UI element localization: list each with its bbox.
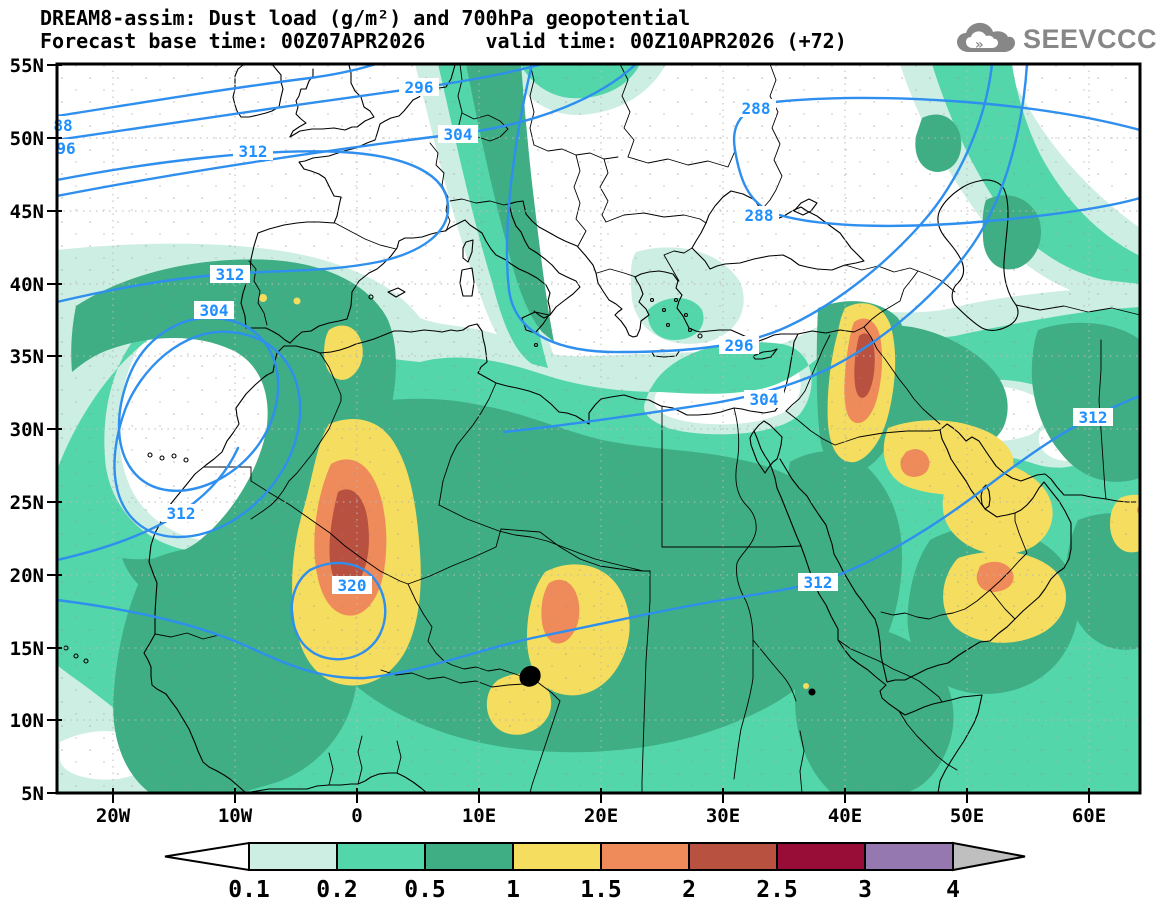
colorbar-swatch [776, 842, 866, 871]
cloud-logo-icon: » [956, 22, 1015, 53]
contour-label: 96 [52, 139, 80, 158]
lon-label: 40E [828, 805, 862, 827]
colorbar-swatch [600, 842, 690, 871]
colorbar-tick: 2.5 [756, 877, 798, 903]
colorbar-swatch [424, 842, 514, 871]
colorbar-tick-labels: 0.1 0.2 0.5 1 1.5 2 2.5 3 4 [228, 877, 960, 903]
svg-text:288: 288 [745, 206, 774, 225]
lat-label: 40N [10, 274, 44, 296]
lon-label: 30E [706, 805, 740, 827]
contour-288-blacksea [732, 96, 1140, 228]
svg-text:96: 96 [56, 139, 75, 158]
lon-label: 10W [218, 805, 253, 827]
logo-text: SEEVCCC [1022, 23, 1157, 54]
contour-label: 312 [1073, 408, 1113, 427]
contour-label: 312 [161, 504, 201, 523]
svg-text:304: 304 [200, 301, 229, 320]
contour-304-mediterranean [502, 64, 1029, 434]
lon-label: 0 [351, 805, 362, 827]
svg-text:296: 296 [405, 78, 434, 97]
contour-label: 312 [798, 573, 838, 592]
lon-label: 50E [950, 805, 984, 827]
lon-label: 20W [96, 805, 131, 827]
colorbar-under-arrow [164, 841, 250, 872]
contour-label: 320 [332, 576, 372, 595]
contour-label: 296 [399, 78, 439, 97]
colorbar-tick: 1 [506, 877, 520, 903]
contour-312-africa [57, 394, 1140, 680]
lat-label: 20N [10, 565, 44, 587]
svg-text:312: 312 [216, 265, 245, 284]
colorbar-tick: 4 [946, 877, 960, 903]
lat-axis-labels: 55N 50N 45N 40N 35N 30N 25N 20N 15N 10N … [10, 55, 44, 805]
lat-label: 5N [21, 783, 44, 805]
svg-text:304: 304 [444, 125, 473, 144]
colorbar-swatch [512, 842, 602, 871]
contour-label: 312 [233, 142, 273, 161]
svg-text:312: 312 [167, 504, 196, 523]
lat-label: 30N [10, 419, 44, 441]
colorbar-tick: 0.2 [316, 877, 358, 903]
colorbar-over-arrow [952, 841, 1026, 872]
colorbar: 0.1 0.2 0.5 1 1.5 2 2.5 3 4 [164, 841, 1026, 903]
chart-title: DREAM8-assim: Dust load (g/m²) and 700hP… [40, 6, 691, 30]
coastlines [63, 64, 1138, 793]
colorbar-tick: 0.1 [228, 877, 270, 903]
contour-label: 296 [719, 336, 759, 355]
contour-288-west [57, 64, 378, 118]
svg-text:304: 304 [750, 390, 779, 409]
lat-label: 35N [10, 346, 44, 368]
lat-lon-grid [57, 64, 1140, 793]
contour-label: 304 [194, 301, 234, 320]
contour-label-group: 88 96 312 296 304 288 288 312 304 312 32… [49, 78, 1113, 595]
contour-296-mediterranean [505, 64, 994, 354]
contour-304-europe [57, 64, 638, 198]
contour-304-low-oval [117, 316, 280, 492]
lon-label: 60E [1072, 805, 1106, 827]
lat-label: 10N [10, 710, 44, 732]
geopotential-contours [57, 64, 1140, 680]
contour-label: 88 [49, 116, 77, 135]
lat-label: 15N [10, 638, 44, 660]
contour-label: 288 [739, 206, 779, 225]
svg-text:320: 320 [338, 576, 367, 595]
contour-label: 312 [210, 265, 250, 284]
contour-label: 304 [744, 390, 784, 409]
colorbar-swatch [336, 842, 426, 871]
colorbar-tick: 0.5 [404, 877, 446, 903]
axis-ticks [47, 64, 1090, 803]
stipple-texture [57, 64, 1140, 793]
colorbar-tick: 3 [858, 877, 872, 903]
contour-label: 304 [438, 125, 478, 144]
chart-subtitle: Forecast base time: 00Z07APR2026 valid t… [40, 29, 847, 53]
dust-shading-layers [57, 64, 1140, 793]
svg-text:312: 312 [804, 573, 833, 592]
svg-text:»: » [975, 37, 983, 53]
lat-label: 45N [10, 201, 44, 223]
contour-label: 288 [736, 99, 776, 118]
colorbar-tick: 2 [682, 877, 696, 903]
svg-text:312: 312 [1079, 408, 1108, 427]
contour-296-west [57, 64, 544, 142]
svg-text:312: 312 [239, 142, 268, 161]
lon-label: 20E [584, 805, 618, 827]
contour-312-low-oval [113, 330, 302, 539]
lon-axis-labels: 20W 10W 0 10E 20E 30E 40E 50E 60E [96, 805, 1106, 827]
svg-text:288: 288 [742, 99, 771, 118]
svg-text:296: 296 [725, 336, 754, 355]
lat-label: 25N [10, 492, 44, 514]
lat-label: 55N [10, 55, 44, 77]
colorbar-swatch [688, 842, 778, 871]
contour-320-mali [290, 561, 387, 661]
colorbar-swatch [864, 842, 954, 871]
colorbar-swatch [248, 842, 338, 871]
seevccc-logo: » SEEVCCC [955, 18, 1157, 60]
colorbar-tick: 1.5 [580, 877, 622, 903]
lat-label: 50N [10, 128, 44, 150]
lon-label: 10E [462, 805, 496, 827]
